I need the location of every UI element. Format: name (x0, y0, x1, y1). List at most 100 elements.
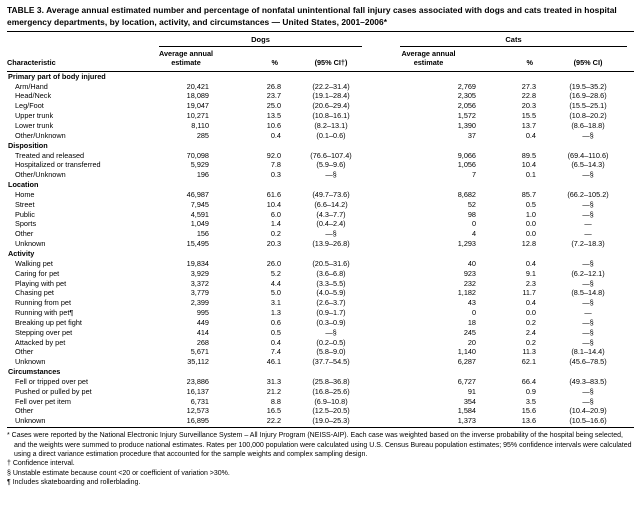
cell-dogs-pct: 0.5 (270, 327, 281, 337)
data-row: Caring for pet 3,929 5.2 (3.6–6.8) 923 9.1 (6.… (7, 269, 634, 279)
footnote-section-mark: § Unstable estimate because count <20 or… (7, 469, 230, 477)
column-group-row: Dogs Cats (7, 32, 634, 48)
section-label: Primary part of body injured (8, 71, 106, 81)
cell-dogs-estimate: 3,929 (190, 268, 209, 278)
data-row: Other 156 0.2 —§ 4 0.0 — (7, 229, 634, 239)
cell-dogs-estimate: 4,591 (190, 209, 209, 219)
footnotes: * Cases were reported by the National El… (7, 427, 634, 487)
cell-dogs-ci: (13.9–26.8) (312, 239, 350, 249)
cell-cats-ci: —§ (582, 337, 594, 347)
cell-dogs-estimate: 449 (196, 317, 209, 327)
footnote-dagger: † Confidence interval. (7, 460, 75, 468)
data-row: Leg/Foot 19,047 25.0 (20.6–29.4) 2,056 20.3 (1… (7, 101, 634, 111)
cell-cats-ci: (6.5–14.3) (571, 160, 605, 170)
cell-cats-pct: 15.6 (521, 406, 536, 416)
cell-cats-ci: —§ (582, 317, 594, 327)
cell-characteristic: Head/Neck (15, 91, 52, 101)
col-header-dogs-pct: % (215, 47, 287, 72)
cell-cats-pct: 0.4 (525, 258, 536, 268)
cell-dogs-pct: 0.3 (270, 170, 281, 180)
section-row: Location (7, 180, 634, 190)
cell-cats-estimate: 245 (463, 327, 476, 337)
cell-cats-estimate: 1,182 (457, 288, 476, 298)
cell-dogs-ci: (0.9–1.7) (316, 308, 346, 318)
cell-dogs-estimate: 16,137 (186, 386, 209, 396)
cell-dogs-estimate: 5,929 (190, 160, 209, 170)
cell-characteristic: Other (15, 406, 34, 416)
cell-cats-ci: —§ (582, 209, 594, 219)
cell-dogs-pct: 5.0 (270, 288, 281, 298)
cell-dogs-estimate: 16,895 (186, 416, 209, 426)
data-row: Other 5,671 7.4 (5.8–9.0) 1,140 11.3 (8.1–14.4… (7, 347, 634, 357)
cell-dogs-ci: (16.8–25.6) (312, 386, 350, 396)
data-row: Playing with pet 3,372 4.4 (3.3–5.5) 232 2.3 —… (7, 279, 634, 289)
cell-characteristic: Stepping over pet (15, 327, 73, 337)
cell-dogs-estimate: 196 (196, 170, 209, 180)
cell-dogs-estimate: 995 (196, 308, 209, 318)
cell-dogs-estimate: 35,112 (187, 357, 209, 367)
cell-dogs-estimate: 285 (196, 130, 209, 140)
cell-cats-ci: —§ (582, 298, 594, 308)
data-row: Other/Unknown 196 0.3 —§ 7 0.1 —§ (7, 170, 634, 180)
cell-dogs-pct: 23.7 (266, 91, 281, 101)
cell-cats-estimate: 1,584 (457, 406, 476, 416)
cell-cats-pct: 22.8 (521, 91, 536, 101)
cell-cats-ci: (69.4–110.6) (567, 150, 609, 160)
col-group-dogs-label: Dogs (159, 35, 362, 48)
section-row: Primary part of body injured (7, 71, 634, 81)
cell-dogs-ci: (10.8–16.1) (312, 111, 350, 121)
cell-cats-pct: 0.5 (525, 199, 536, 209)
data-table: Dogs Cats Characteristic Average annual … (7, 31, 635, 426)
cell-cats-ci: —§ (582, 278, 594, 288)
cell-cats-ci: — (584, 219, 592, 229)
data-row: Public 4,591 6.0 (4.3–7.7) 98 1.0 —§ (7, 210, 634, 220)
col-header-characteristic: Characteristic (7, 47, 157, 72)
cell-cats-estimate: 0 (471, 308, 476, 318)
cell-dogs-pct: 0.4 (270, 337, 281, 347)
cell-dogs-estimate: 8,110 (191, 121, 209, 130)
cell-characteristic: Home (15, 189, 35, 199)
cell-characteristic: Attacked by pet (15, 337, 66, 347)
cell-dogs-estimate: 6,731 (190, 396, 209, 406)
cell-dogs-estimate: 414 (196, 327, 209, 337)
cell-cats-ci: —§ (582, 327, 594, 337)
cell-dogs-pct: 1.4 (270, 219, 281, 229)
cell-dogs-ci: —§ (325, 170, 337, 180)
cell-cats-pct: 0.4 (525, 298, 536, 308)
cell-dogs-estimate: 19,834 (186, 258, 209, 268)
data-row: Unknown 35,112 46.1 (37.7–54.5) 6,287 62.1 (45… (7, 357, 634, 367)
cell-cats-pct: 13.7 (521, 121, 536, 130)
cell-characteristic: Treated and released (15, 150, 85, 160)
table-header: Dogs Cats Characteristic Average annual … (7, 32, 635, 72)
cell-cats-ci: — (584, 308, 592, 318)
data-row: Other/Unknown 285 0.4 (0.1–0.6) 37 0.4 —§ (7, 131, 634, 141)
cell-cats-estimate: 40 (467, 258, 476, 268)
cell-dogs-estimate: 1,049 (190, 219, 209, 229)
cell-characteristic: Chasing pet (15, 288, 54, 298)
cell-cats-ci: (15.5–25.1) (569, 101, 607, 111)
cell-cats-ci: (8.6–18.8) (571, 121, 605, 130)
cell-dogs-pct: 10.6 (266, 121, 281, 130)
section-label: Circumstances (8, 367, 61, 377)
cell-cats-pct: 11.7 (522, 288, 536, 298)
section-label: Location (8, 180, 39, 190)
cell-cats-ci: (6.2–12.1) (571, 268, 605, 278)
cell-cats-estimate: 1,373 (457, 416, 476, 426)
cell-dogs-estimate: 20,421 (186, 81, 209, 91)
cell-characteristic: Breaking up pet fight (15, 317, 82, 327)
cell-dogs-pct: 7.8 (270, 160, 281, 170)
data-row: Head/Neck 18,089 23.7 (19.1–28.4) 2,305 22.8 (… (7, 91, 634, 101)
cell-cats-ci: (7.2–18.3) (571, 239, 605, 249)
cell-characteristic: Street (15, 199, 35, 209)
cell-cats-pct: 0.2 (525, 317, 536, 327)
col-header-cats-ci: (95% CI) (542, 47, 635, 72)
cell-cats-ci: —§ (582, 386, 594, 396)
cell-dogs-ci: —§ (325, 327, 337, 337)
cell-dogs-ci: (19.0–25.3) (312, 416, 350, 426)
col-header-cats-pct: % (482, 47, 542, 72)
data-row: Other 12,573 16.5 (12.5–20.5) 1,584 15.6 (10.4… (7, 406, 634, 416)
cell-dogs-pct: 21.2 (266, 386, 281, 396)
cell-cats-estimate: 37 (467, 130, 476, 140)
cell-cats-estimate: 1,572 (457, 111, 476, 121)
cell-characteristic: Upper trunk (15, 111, 54, 121)
